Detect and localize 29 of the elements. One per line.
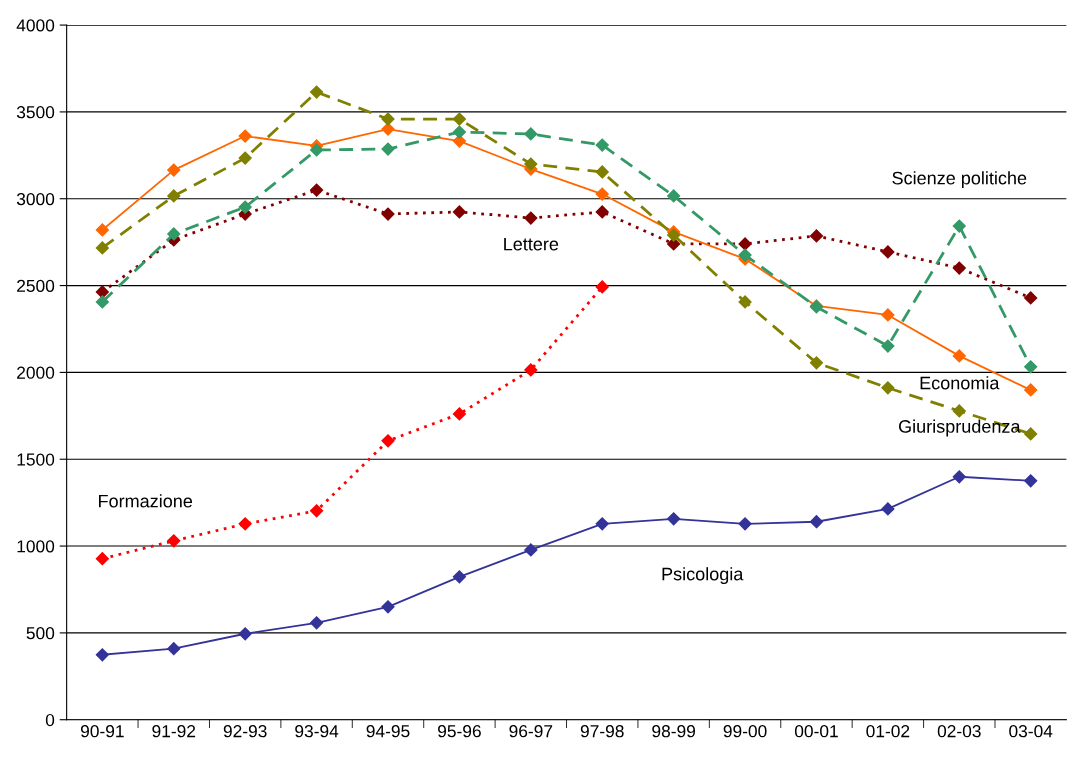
y-tick-label: 1500 — [17, 453, 55, 466]
y-tick-label: 0 — [45, 713, 55, 727]
x-tick-label: 90-91 — [80, 725, 124, 738]
text: Scienze politiche — [892, 171, 1027, 189]
text: Psicologia — [662, 567, 744, 584]
x-tick-label: 99-00 — [723, 725, 767, 738]
series-label: Economia — [920, 376, 1000, 390]
x-tick-label: 96-97 — [509, 725, 553, 738]
x-tick-label: 01-02 — [866, 725, 910, 738]
y-tick-label: 2000 — [17, 366, 55, 379]
x-tick-label: 92-93 — [223, 725, 267, 738]
y-tick-label: 500 — [26, 627, 55, 640]
x-tick-label: 00-01 — [794, 725, 838, 738]
x-tick-label: 03-04 — [1009, 725, 1053, 738]
x-tick-label: 97-98 — [580, 725, 624, 738]
x-tick-label: 93-94 — [295, 725, 339, 738]
series-label: Giurisprudenza — [898, 419, 1021, 437]
y-tick-label: 4000 — [16, 19, 55, 32]
x-tick-label: 94-95 — [366, 725, 410, 738]
y-tick-label: 3000 — [16, 192, 55, 206]
x-tick-label: 98-99 — [652, 725, 696, 738]
series-label: Lettere — [504, 237, 559, 251]
series-label: Formazione — [99, 494, 193, 508]
y-tick-label: 2500 — [17, 279, 55, 293]
y-tick-label: 1000 — [17, 540, 55, 553]
x-tick-label: 95-96 — [438, 725, 481, 738]
x-tick-label: 02-03 — [937, 725, 981, 738]
x-tick-label: 91-92 — [152, 725, 196, 738]
y-tick-label: 3500 — [16, 106, 55, 119]
